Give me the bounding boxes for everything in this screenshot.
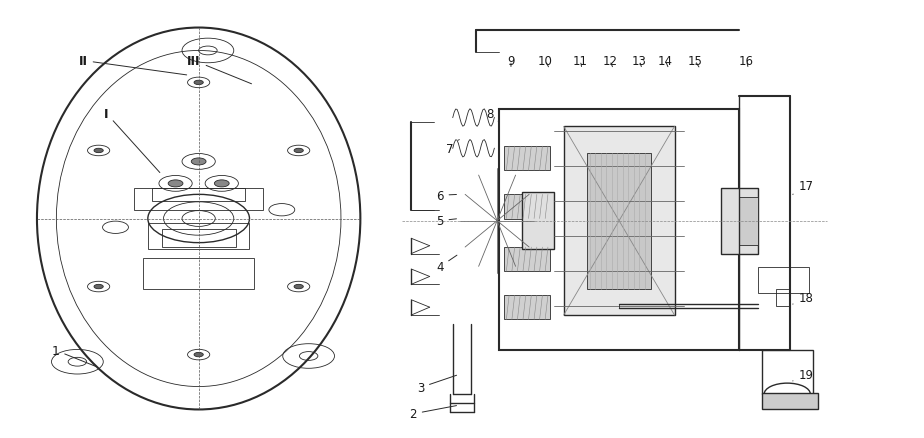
Bar — [522, 193, 554, 250]
Text: 2: 2 — [409, 406, 456, 420]
Text: 9: 9 — [507, 55, 515, 68]
Bar — [564, 127, 675, 315]
Bar — [148, 223, 249, 250]
Bar — [776, 289, 790, 307]
Bar — [152, 188, 245, 201]
Bar — [587, 153, 651, 289]
Text: 11: 11 — [573, 55, 588, 68]
Text: 7: 7 — [446, 140, 459, 155]
Bar — [721, 188, 758, 254]
Circle shape — [194, 353, 203, 357]
Bar — [504, 147, 550, 171]
Bar — [758, 267, 808, 293]
Circle shape — [94, 149, 103, 153]
Bar — [499, 110, 739, 350]
Circle shape — [294, 285, 303, 289]
Bar — [134, 188, 263, 210]
Text: 4: 4 — [436, 256, 457, 274]
Text: 6: 6 — [436, 189, 456, 202]
Circle shape — [194, 81, 203, 85]
Bar — [762, 350, 813, 394]
Text: 18: 18 — [793, 291, 813, 304]
Text: 3: 3 — [417, 375, 456, 394]
Bar — [162, 230, 236, 247]
Circle shape — [214, 180, 229, 187]
Bar — [762, 393, 818, 410]
Text: 17: 17 — [793, 180, 813, 195]
Text: 13: 13 — [632, 55, 647, 68]
Text: III: III — [188, 55, 251, 85]
Circle shape — [191, 159, 206, 166]
Text: 1: 1 — [52, 344, 96, 367]
Bar — [143, 258, 254, 289]
Circle shape — [168, 180, 183, 187]
Bar — [504, 247, 550, 272]
Text: 16: 16 — [739, 55, 754, 68]
Bar — [504, 296, 550, 320]
Bar — [504, 195, 550, 219]
Text: 10: 10 — [538, 55, 553, 68]
Text: 19: 19 — [793, 368, 813, 381]
Text: II: II — [79, 55, 187, 76]
Bar — [739, 197, 758, 245]
Circle shape — [94, 285, 103, 289]
Circle shape — [294, 149, 303, 153]
Text: 8: 8 — [486, 107, 499, 123]
Text: 5: 5 — [436, 215, 456, 228]
Text: I: I — [104, 107, 160, 173]
Text: 12: 12 — [602, 55, 617, 68]
Text: 14: 14 — [658, 55, 673, 68]
Text: 15: 15 — [687, 55, 702, 68]
